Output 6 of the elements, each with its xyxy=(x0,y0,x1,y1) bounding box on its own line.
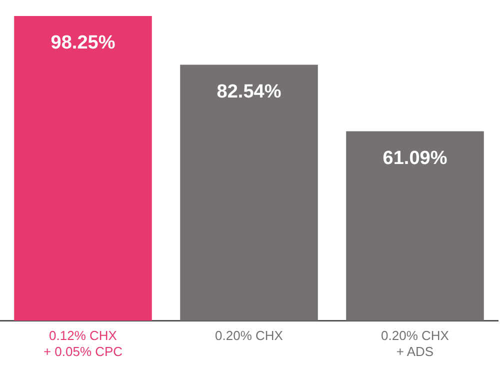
x-tick-label: 0.20% CHX + ADS xyxy=(381,328,450,359)
data-label: 82.54% xyxy=(216,81,282,102)
x-tick-label: 0.12% CHX + 0.05% CPC xyxy=(43,328,123,359)
x-tick-label: 0.20% CHX xyxy=(215,328,284,344)
data-label: 98.25% xyxy=(50,32,116,54)
data-label: 61.09% xyxy=(382,148,448,170)
